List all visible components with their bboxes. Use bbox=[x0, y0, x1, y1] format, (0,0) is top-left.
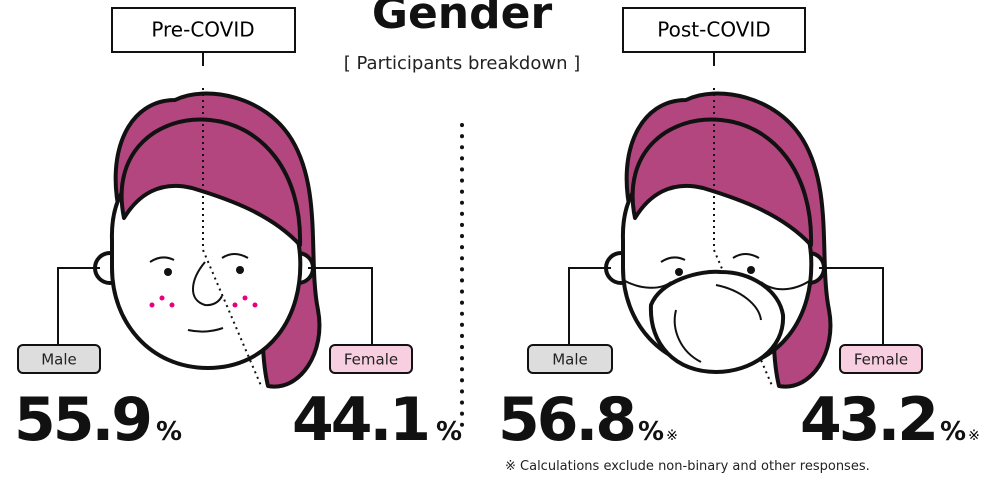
brows bbox=[149, 253, 249, 263]
subtitle: [ Participants breakdown ] bbox=[344, 53, 580, 74]
eye bbox=[236, 266, 244, 274]
female-value: 43.2 bbox=[800, 385, 936, 455]
note-mark: ※ bbox=[968, 428, 980, 444]
masked-face bbox=[604, 86, 833, 390]
panel-label: Post-COVID bbox=[657, 18, 770, 42]
male-value: 55.9 bbox=[14, 385, 150, 455]
post-covid-panel: Post-COVID Male Female 56.8% ※ 43.2% ※ bbox=[498, 7, 980, 455]
eye bbox=[164, 268, 172, 276]
male-value-line: 55.9% bbox=[14, 385, 182, 455]
leader-lines bbox=[57, 267, 373, 345]
nose bbox=[192, 261, 223, 307]
panel-label-box bbox=[622, 7, 806, 53]
panel-label-box bbox=[111, 7, 296, 53]
face bbox=[93, 86, 322, 390]
male-label: Male bbox=[552, 351, 588, 369]
footnote: ※ Calculations exclude non-binary and ot… bbox=[505, 459, 870, 474]
note-mark: ※ bbox=[666, 428, 678, 444]
male-tag bbox=[527, 344, 613, 374]
mouth bbox=[187, 327, 224, 333]
male-value: 56.8 bbox=[498, 385, 634, 455]
female-tag bbox=[329, 344, 413, 374]
female-value-line: 43.2% ※ bbox=[800, 385, 980, 455]
unit: % bbox=[156, 417, 182, 447]
pre-covid-panel: Pre-COVID Male Female 55.9% 44.1% bbox=[14, 7, 462, 455]
female-label: Female bbox=[344, 351, 398, 369]
male-label: Male bbox=[41, 351, 77, 369]
female-value: 44.1 bbox=[292, 385, 428, 455]
unit: % bbox=[940, 417, 966, 447]
unit: % bbox=[436, 417, 462, 447]
leader-lines bbox=[568, 267, 884, 345]
female-value-line: 44.1% bbox=[292, 385, 462, 455]
male-value-line: 56.8% ※ bbox=[498, 385, 678, 455]
male-tag bbox=[17, 344, 101, 374]
title: Gender bbox=[372, 0, 553, 39]
cheeks bbox=[149, 295, 258, 308]
panel-label: Pre-COVID bbox=[151, 18, 254, 42]
female-label: Female bbox=[854, 351, 908, 369]
unit: % bbox=[638, 417, 664, 447]
female-tag bbox=[839, 344, 923, 374]
